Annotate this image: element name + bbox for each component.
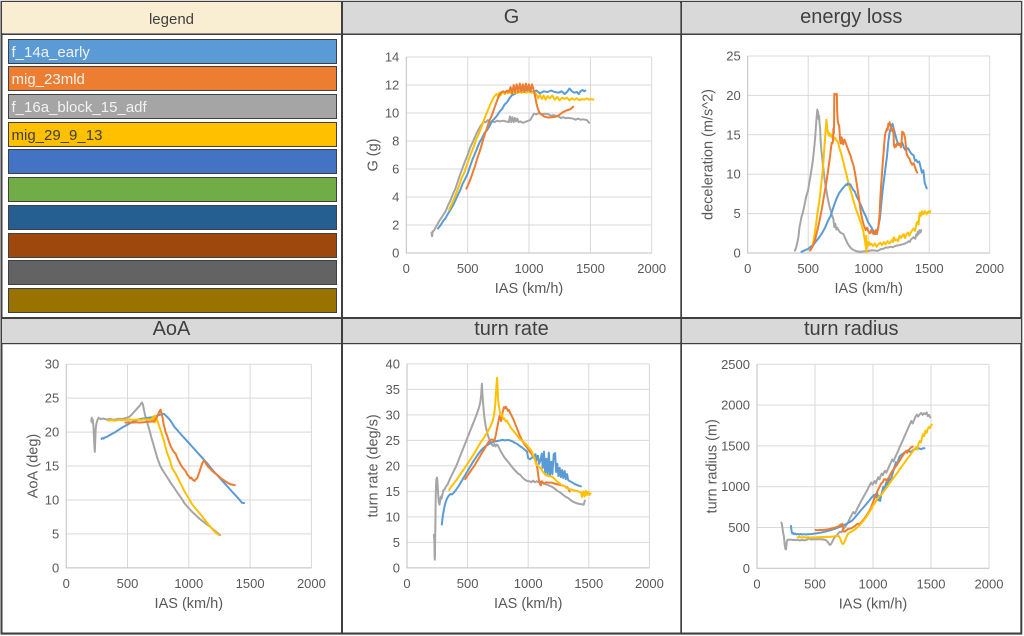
- svg-text:10: 10: [385, 106, 399, 121]
- svg-text:5: 5: [733, 206, 740, 221]
- svg-text:0: 0: [744, 261, 751, 276]
- svg-text:4: 4: [392, 190, 399, 205]
- svg-text:15: 15: [726, 127, 740, 142]
- svg-text:20: 20: [45, 425, 59, 440]
- svg-text:0: 0: [63, 576, 70, 591]
- svg-text:35: 35: [386, 382, 400, 397]
- svg-text:10: 10: [726, 167, 740, 182]
- svg-text:0: 0: [733, 246, 740, 261]
- svg-text:2000: 2000: [635, 576, 664, 591]
- svg-text:2000: 2000: [297, 576, 326, 591]
- svg-text:1500: 1500: [915, 261, 944, 276]
- svg-text:2500: 2500: [721, 357, 750, 372]
- svg-text:25: 25: [726, 49, 740, 64]
- svg-text:AoA (deg): AoA (deg): [26, 434, 42, 499]
- svg-text:G (g): G (g): [366, 138, 382, 171]
- svg-text:10: 10: [45, 493, 59, 508]
- svg-text:500: 500: [728, 520, 750, 535]
- svg-text:1000: 1000: [514, 576, 543, 591]
- svg-text:1000: 1000: [859, 576, 888, 591]
- svg-text:2000: 2000: [637, 261, 666, 276]
- svg-text:1500: 1500: [574, 576, 603, 591]
- svg-text:IAS (km/h): IAS (km/h): [495, 281, 563, 297]
- svg-text:500: 500: [117, 576, 139, 591]
- svg-text:5: 5: [393, 535, 400, 550]
- svg-text:2000: 2000: [975, 576, 1004, 591]
- svg-text:0: 0: [393, 560, 400, 575]
- svg-text:1500: 1500: [917, 576, 946, 591]
- svg-text:20: 20: [726, 88, 740, 103]
- svg-text:IAS (km/h): IAS (km/h): [155, 596, 223, 612]
- svg-text:8: 8: [392, 134, 399, 149]
- svg-text:500: 500: [457, 261, 479, 276]
- svg-text:0: 0: [392, 246, 399, 261]
- svg-text:2000: 2000: [721, 398, 750, 413]
- svg-text:15: 15: [45, 459, 59, 474]
- svg-text:IAS (km/h): IAS (km/h): [839, 596, 907, 612]
- svg-text:25: 25: [45, 391, 59, 406]
- svg-text:1500: 1500: [236, 576, 265, 591]
- svg-text:14: 14: [385, 50, 399, 65]
- svg-text:0: 0: [52, 560, 59, 575]
- svg-text:15: 15: [386, 484, 400, 499]
- svg-text:0: 0: [403, 261, 410, 276]
- svg-text:1500: 1500: [576, 261, 605, 276]
- svg-text:1000: 1000: [854, 261, 883, 276]
- svg-text:10: 10: [386, 509, 400, 524]
- svg-text:5: 5: [52, 526, 59, 541]
- svg-text:30: 30: [386, 407, 400, 422]
- svg-text:IAS (km/h): IAS (km/h): [494, 596, 562, 612]
- svg-text:40: 40: [386, 356, 400, 371]
- svg-text:0: 0: [403, 576, 410, 591]
- svg-text:500: 500: [804, 576, 826, 591]
- svg-text:500: 500: [797, 261, 819, 276]
- svg-text:6: 6: [392, 162, 399, 177]
- svg-text:20: 20: [386, 458, 400, 473]
- svg-text:0: 0: [753, 576, 760, 591]
- svg-text:12: 12: [385, 78, 399, 93]
- svg-text:30: 30: [45, 357, 59, 372]
- svg-text:500: 500: [457, 576, 479, 591]
- svg-text:turn radius (m): turn radius (m): [705, 419, 721, 513]
- svg-text:0: 0: [743, 561, 750, 576]
- svg-text:IAS (km/h): IAS (km/h): [834, 281, 902, 297]
- svg-text:2: 2: [392, 218, 399, 233]
- svg-text:1500: 1500: [721, 438, 750, 453]
- svg-text:1000: 1000: [721, 479, 750, 494]
- svg-text:1000: 1000: [174, 576, 203, 591]
- svg-text:1000: 1000: [515, 261, 544, 276]
- svg-text:2000: 2000: [975, 261, 1004, 276]
- svg-text:25: 25: [386, 433, 400, 448]
- svg-text:deceleration (m/s^2): deceleration (m/s^2): [701, 89, 717, 220]
- svg-text:turn rate (deg/s): turn rate (deg/s): [366, 414, 382, 517]
